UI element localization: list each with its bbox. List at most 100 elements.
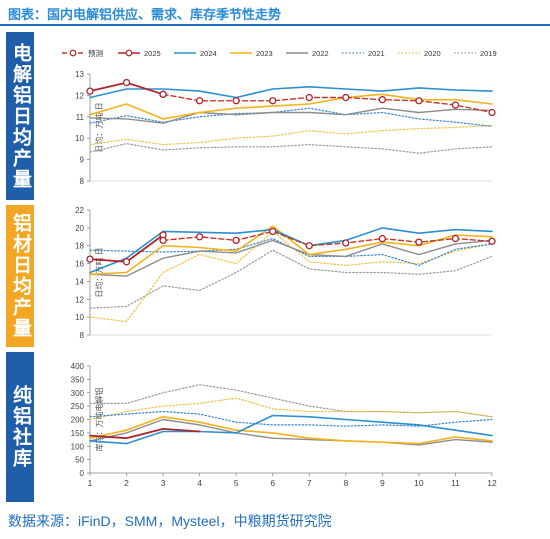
series-marker-预测 xyxy=(305,93,313,102)
title-rule xyxy=(0,24,550,26)
chart-title: 图表：国内电解铝供应、需求、库存季节性走势 xyxy=(8,7,282,22)
y-tick-label: 13 xyxy=(75,70,84,79)
series-line-2024 xyxy=(89,227,493,274)
y-tick-label: 0 xyxy=(80,469,85,478)
panel-label-supply: 电解铝日均产量 xyxy=(6,32,34,200)
x-tick-label: 2 xyxy=(124,478,129,488)
x-tick-label: 1 xyxy=(88,478,93,488)
data-source: 数据来源：iFinD，SMM，Mysteel，中粮期货研究院 xyxy=(8,513,332,529)
x-tick-label: 4 xyxy=(197,478,202,488)
y-tick-label: 12 xyxy=(75,91,84,100)
x-tick-label: 11 xyxy=(451,478,460,488)
panel-label-stock-text: 纯铝社库 xyxy=(10,385,31,469)
y-tick-label: 16 xyxy=(75,260,84,269)
series-marker-预测 xyxy=(232,236,240,245)
x-tick-label: 8 xyxy=(343,478,348,488)
y-tick-label: 200 xyxy=(71,416,85,425)
series-marker-预测 xyxy=(342,93,350,102)
series-line-预测 xyxy=(162,93,493,114)
series-marker-预测 xyxy=(415,97,423,105)
legend-label-2022: 2022 xyxy=(312,49,329,58)
series-marker-预测 xyxy=(415,238,423,246)
legend-marker-预测 xyxy=(69,49,77,57)
series-marker-2025 xyxy=(86,255,94,263)
series-line-2023 xyxy=(89,225,493,276)
legend-label-2019: 2019 xyxy=(480,49,497,58)
y-tick-label: 400 xyxy=(71,362,85,371)
series-marker-预测 xyxy=(195,233,204,241)
legend-label-2021: 2021 xyxy=(368,49,385,58)
series-marker-预测 xyxy=(488,237,496,245)
x-tick-label: 9 xyxy=(380,478,385,488)
y-tick-label: 250 xyxy=(71,402,85,411)
panel-label-demand: 铝材日均产量 xyxy=(6,205,34,347)
series-marker-预测 xyxy=(195,97,204,105)
y-tick-label: 100 xyxy=(71,442,85,451)
y-tick-label: 8 xyxy=(80,331,85,340)
y-tick-label: 22 xyxy=(75,206,84,215)
series-line-2022 xyxy=(89,107,493,124)
series-line-2020 xyxy=(89,397,493,421)
x-tick-label: 6 xyxy=(270,478,275,488)
series-line-2023 xyxy=(89,416,493,445)
series-marker-预测 xyxy=(451,101,460,109)
x-tick-label: 3 xyxy=(161,478,166,488)
series-line-2023 xyxy=(89,93,493,120)
legend-label-2025: 2025 xyxy=(144,49,161,58)
y-tick-label: 11 xyxy=(76,113,85,122)
series-marker-预测 xyxy=(269,227,277,236)
series-line-2020 xyxy=(89,230,493,323)
series-marker-预测 xyxy=(159,90,167,98)
series-line-2020 xyxy=(89,124,493,146)
x-tick-label: 10 xyxy=(414,478,424,488)
y-tick-label: 350 xyxy=(71,375,85,384)
series-line-2019 xyxy=(89,143,493,154)
series-marker-2025 xyxy=(122,78,131,87)
y-tick-label: 20 xyxy=(75,224,84,233)
y-axis-label: 日均：万吨 日 xyxy=(94,102,104,152)
legend-label-2020: 2020 xyxy=(424,49,441,58)
series-marker-预测 xyxy=(378,234,387,243)
y-axis-label: 日均：万吨 日 xyxy=(94,247,104,297)
series-line-2019 xyxy=(89,249,493,309)
y-tick-label: 10 xyxy=(75,134,84,143)
y-tick-label: 14 xyxy=(75,277,84,286)
x-tick-label: 7 xyxy=(307,478,312,488)
y-tick-label: 10 xyxy=(75,313,84,322)
series-marker-预测 xyxy=(342,239,350,247)
series-line-2024 xyxy=(89,86,493,99)
panel-label-supply-text: 电解铝日均产量 xyxy=(10,42,31,190)
series-marker-预测 xyxy=(269,97,277,105)
y-axis-label: 库存：万吨电解铝 xyxy=(94,388,104,452)
series-marker-预测 xyxy=(305,242,313,250)
series-marker-预测 xyxy=(378,96,387,104)
series-marker-预测 xyxy=(488,108,496,117)
series-marker-预测 xyxy=(451,234,460,243)
panel-label-demand-text: 铝材日均产量 xyxy=(10,213,31,339)
y-tick-label: 12 xyxy=(75,295,84,304)
series-line-2022 xyxy=(89,239,493,277)
series-line-2022 xyxy=(89,418,493,446)
legend-marker-2025 xyxy=(125,49,133,57)
legend-label-2024: 2024 xyxy=(200,49,217,58)
y-tick-label: 8 xyxy=(80,177,85,186)
series-line-2025 xyxy=(89,428,201,440)
series-line-预测 xyxy=(162,230,493,247)
y-tick-label: 50 xyxy=(75,456,84,465)
y-tick-label: 150 xyxy=(71,429,85,438)
series-marker-预测 xyxy=(159,236,167,245)
x-tick-label: 12 xyxy=(487,478,497,488)
legend-label-2023: 2023 xyxy=(256,49,273,58)
panel-label-stock: 纯铝社库 xyxy=(6,352,34,502)
series-marker-预测 xyxy=(232,97,240,105)
series-line-2021 xyxy=(89,107,493,127)
series-line-2019 xyxy=(89,384,493,418)
series-line-2024 xyxy=(89,414,493,445)
y-tick-label: 9 xyxy=(80,156,85,165)
y-tick-label: 18 xyxy=(75,242,84,251)
series-marker-2025 xyxy=(122,258,131,266)
x-tick-label: 5 xyxy=(234,478,239,488)
y-tick-label: 300 xyxy=(71,389,85,398)
